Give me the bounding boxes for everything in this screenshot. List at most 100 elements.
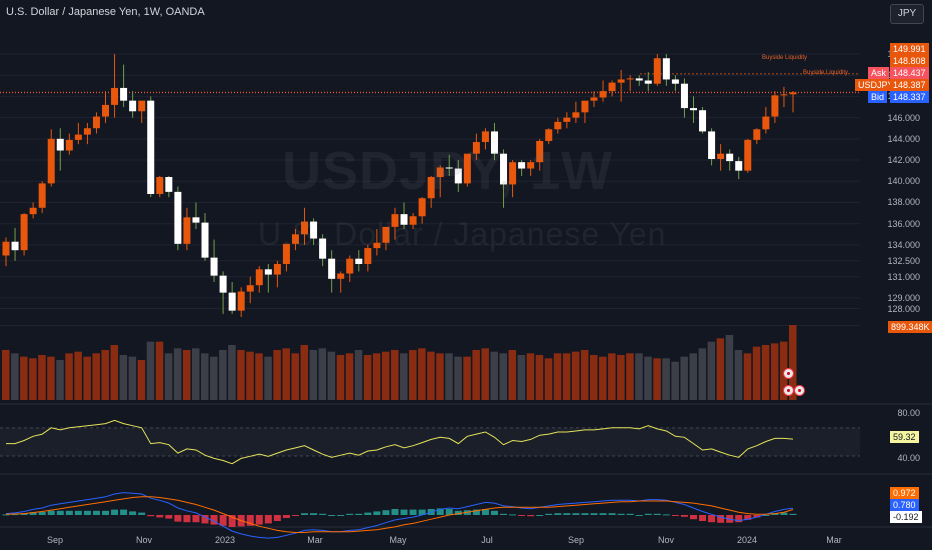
candle-body [518,162,526,169]
volume-bar [707,341,716,400]
volume-bar [789,325,797,400]
candle-body [726,153,734,162]
candle-body [74,134,82,140]
macd-histogram-bar [2,514,10,516]
macd-histogram-bar [29,512,37,515]
macd-histogram-bar [753,515,761,518]
volume-bar [725,335,734,400]
candle-body [20,214,28,251]
macd-histogram-bar [581,513,589,515]
volume-bar [173,348,182,400]
candle-body [671,79,679,84]
volume-bar [752,346,761,400]
candle-body [563,117,571,122]
macd-histogram-bar [219,515,227,526]
macd-histogram-bar [653,513,661,515]
macd-histogram-bar [481,509,489,515]
macd-histogram-bar [680,515,688,517]
macd-histogram-bar [111,509,119,515]
macd-histogram-bar [264,515,272,524]
candle-body [572,112,580,118]
candle-body [192,217,200,223]
candle-body [599,91,607,98]
candle-body [454,168,462,184]
macd-histogram-bar [337,515,345,516]
candle-body [735,161,743,171]
macd-histogram-bar [744,515,752,520]
ask-value-tag: 148.437 [890,67,929,79]
macd-histogram-bar [626,513,634,515]
volume-bar [734,350,743,400]
candle-body [463,153,471,184]
candle-body [753,129,761,140]
macd-histogram-bar [47,510,55,515]
candle-body [626,78,634,80]
macd-histogram-bar [708,515,716,523]
price-tick-label: 131.000 [887,271,920,282]
macd-histogram-bar [165,515,173,519]
rsi-line [6,419,794,465]
candle-body [255,269,263,286]
event-flag-icon[interactable] [783,368,794,379]
rsi-tick-label: 80.00 [897,408,920,418]
volume-bar [526,353,535,400]
volume-bar [454,356,462,400]
macd-histogram-bar [735,515,743,523]
volume-bar [571,351,580,400]
symbol-title[interactable]: U.S. Dollar / Japanese Yen, 1W, OANDA [6,6,205,18]
candle-body [717,153,725,159]
candle-body [156,177,164,194]
macd-histogram-bar [662,514,670,516]
candle-body [617,79,625,83]
candle-body [92,116,100,129]
candle-body [38,183,46,208]
macd-histogram-bar [554,513,562,515]
candle-body [780,94,788,96]
price-tick-label: 140.000 [887,176,920,187]
high-line-tag: 149.991 [890,43,929,55]
volume-bar [381,351,390,400]
candle-body [635,78,643,81]
volume-bar [345,353,354,400]
macd-histogram-bar [717,515,725,523]
candle-body [102,104,110,117]
macd-histogram-bar [138,512,146,515]
volume-bar [210,356,218,400]
macd-histogram-bar [255,515,263,525]
volume-bar [562,353,571,400]
volume-bar [47,356,55,400]
volume-bar [318,348,327,400]
time-tick-label: Sep [567,535,585,545]
macd-histogram-bar [11,514,19,516]
macd-histogram-bar [355,513,363,515]
candle-body [545,129,553,141]
us-flag-icon[interactable] [794,385,805,396]
candle-body [165,177,173,192]
macd-histogram-bar [518,515,526,516]
last-value-tag: 148.387 [890,79,929,91]
rsi-value-tag: 59.32 [890,431,919,443]
macd-histogram-bar [38,512,46,515]
volume-bar [246,351,254,400]
us-flag-icon[interactable] [783,385,794,396]
macd-histogram-bar [102,510,110,515]
macd-histogram-bar [409,509,417,515]
macd-histogram-bar [129,511,137,515]
candle-body [210,257,218,276]
volume-bar [101,350,110,400]
candle-body [554,121,562,130]
macd-histogram-bar [83,510,91,515]
volume-bar [228,345,236,400]
volume-bar [481,348,489,400]
last-label-tag: USDJPY [855,79,897,91]
buyside-level-tag: 148.808 [890,55,929,67]
macd-histogram-bar [418,509,426,515]
candle-body [301,221,309,235]
candle-body [409,216,417,225]
macd-histogram-bar [373,511,381,515]
macd-histogram-bar [273,515,281,521]
volume-bar [499,353,508,400]
currency-button[interactable]: JPY [890,4,924,24]
volume-bar [427,351,435,400]
